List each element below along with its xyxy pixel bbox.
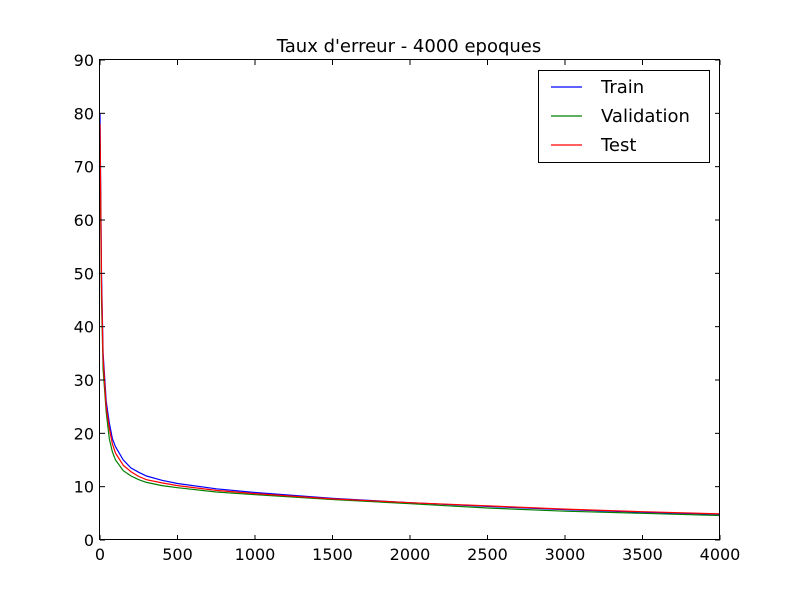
- x-tick-label: 0: [95, 545, 105, 564]
- x-tick-label: 3500: [622, 545, 663, 564]
- legend-label-test: Test: [600, 135, 636, 156]
- series-line-validation: [99, 139, 721, 517]
- y-tick-label: 60: [74, 211, 94, 230]
- y-tick-label: 10: [74, 478, 94, 497]
- y-tick-label: 40: [74, 318, 94, 337]
- y-tick-label: 0: [84, 531, 94, 550]
- y-tick-label: 70: [74, 158, 94, 177]
- plot-lines: [99, 113, 721, 517]
- x-tick-label: 2500: [467, 545, 508, 564]
- y-tick-label: 30: [74, 371, 94, 390]
- series-line-test: [99, 123, 721, 515]
- x-tick-label: 1500: [312, 545, 353, 564]
- x-tick-label: 500: [162, 545, 193, 564]
- legend-label-validation: Validation: [601, 106, 690, 127]
- x-tick-label: 2000: [390, 545, 431, 564]
- x-tick-label: 1000: [235, 545, 276, 564]
- y-tick-label: 90: [74, 51, 94, 70]
- plot-frame: [99, 59, 720, 540]
- x-tick-label: 4000: [700, 545, 741, 564]
- series-line-train: [99, 113, 721, 515]
- axis-ticks: 0 500 1000 1500 2000 2500 3000 3500 4000 0 10 20 30 4…: [74, 51, 741, 564]
- y-tick-label: 20: [74, 424, 94, 443]
- chart-title: Taux d'erreur - 4000 epoques: [276, 36, 542, 57]
- x-tick-label: 3000: [545, 545, 586, 564]
- legend-label-train: Train: [600, 77, 644, 98]
- y-tick-label: 50: [74, 264, 94, 283]
- y-tick-label: 80: [74, 104, 94, 123]
- legend: Train Validation Test: [538, 70, 710, 163]
